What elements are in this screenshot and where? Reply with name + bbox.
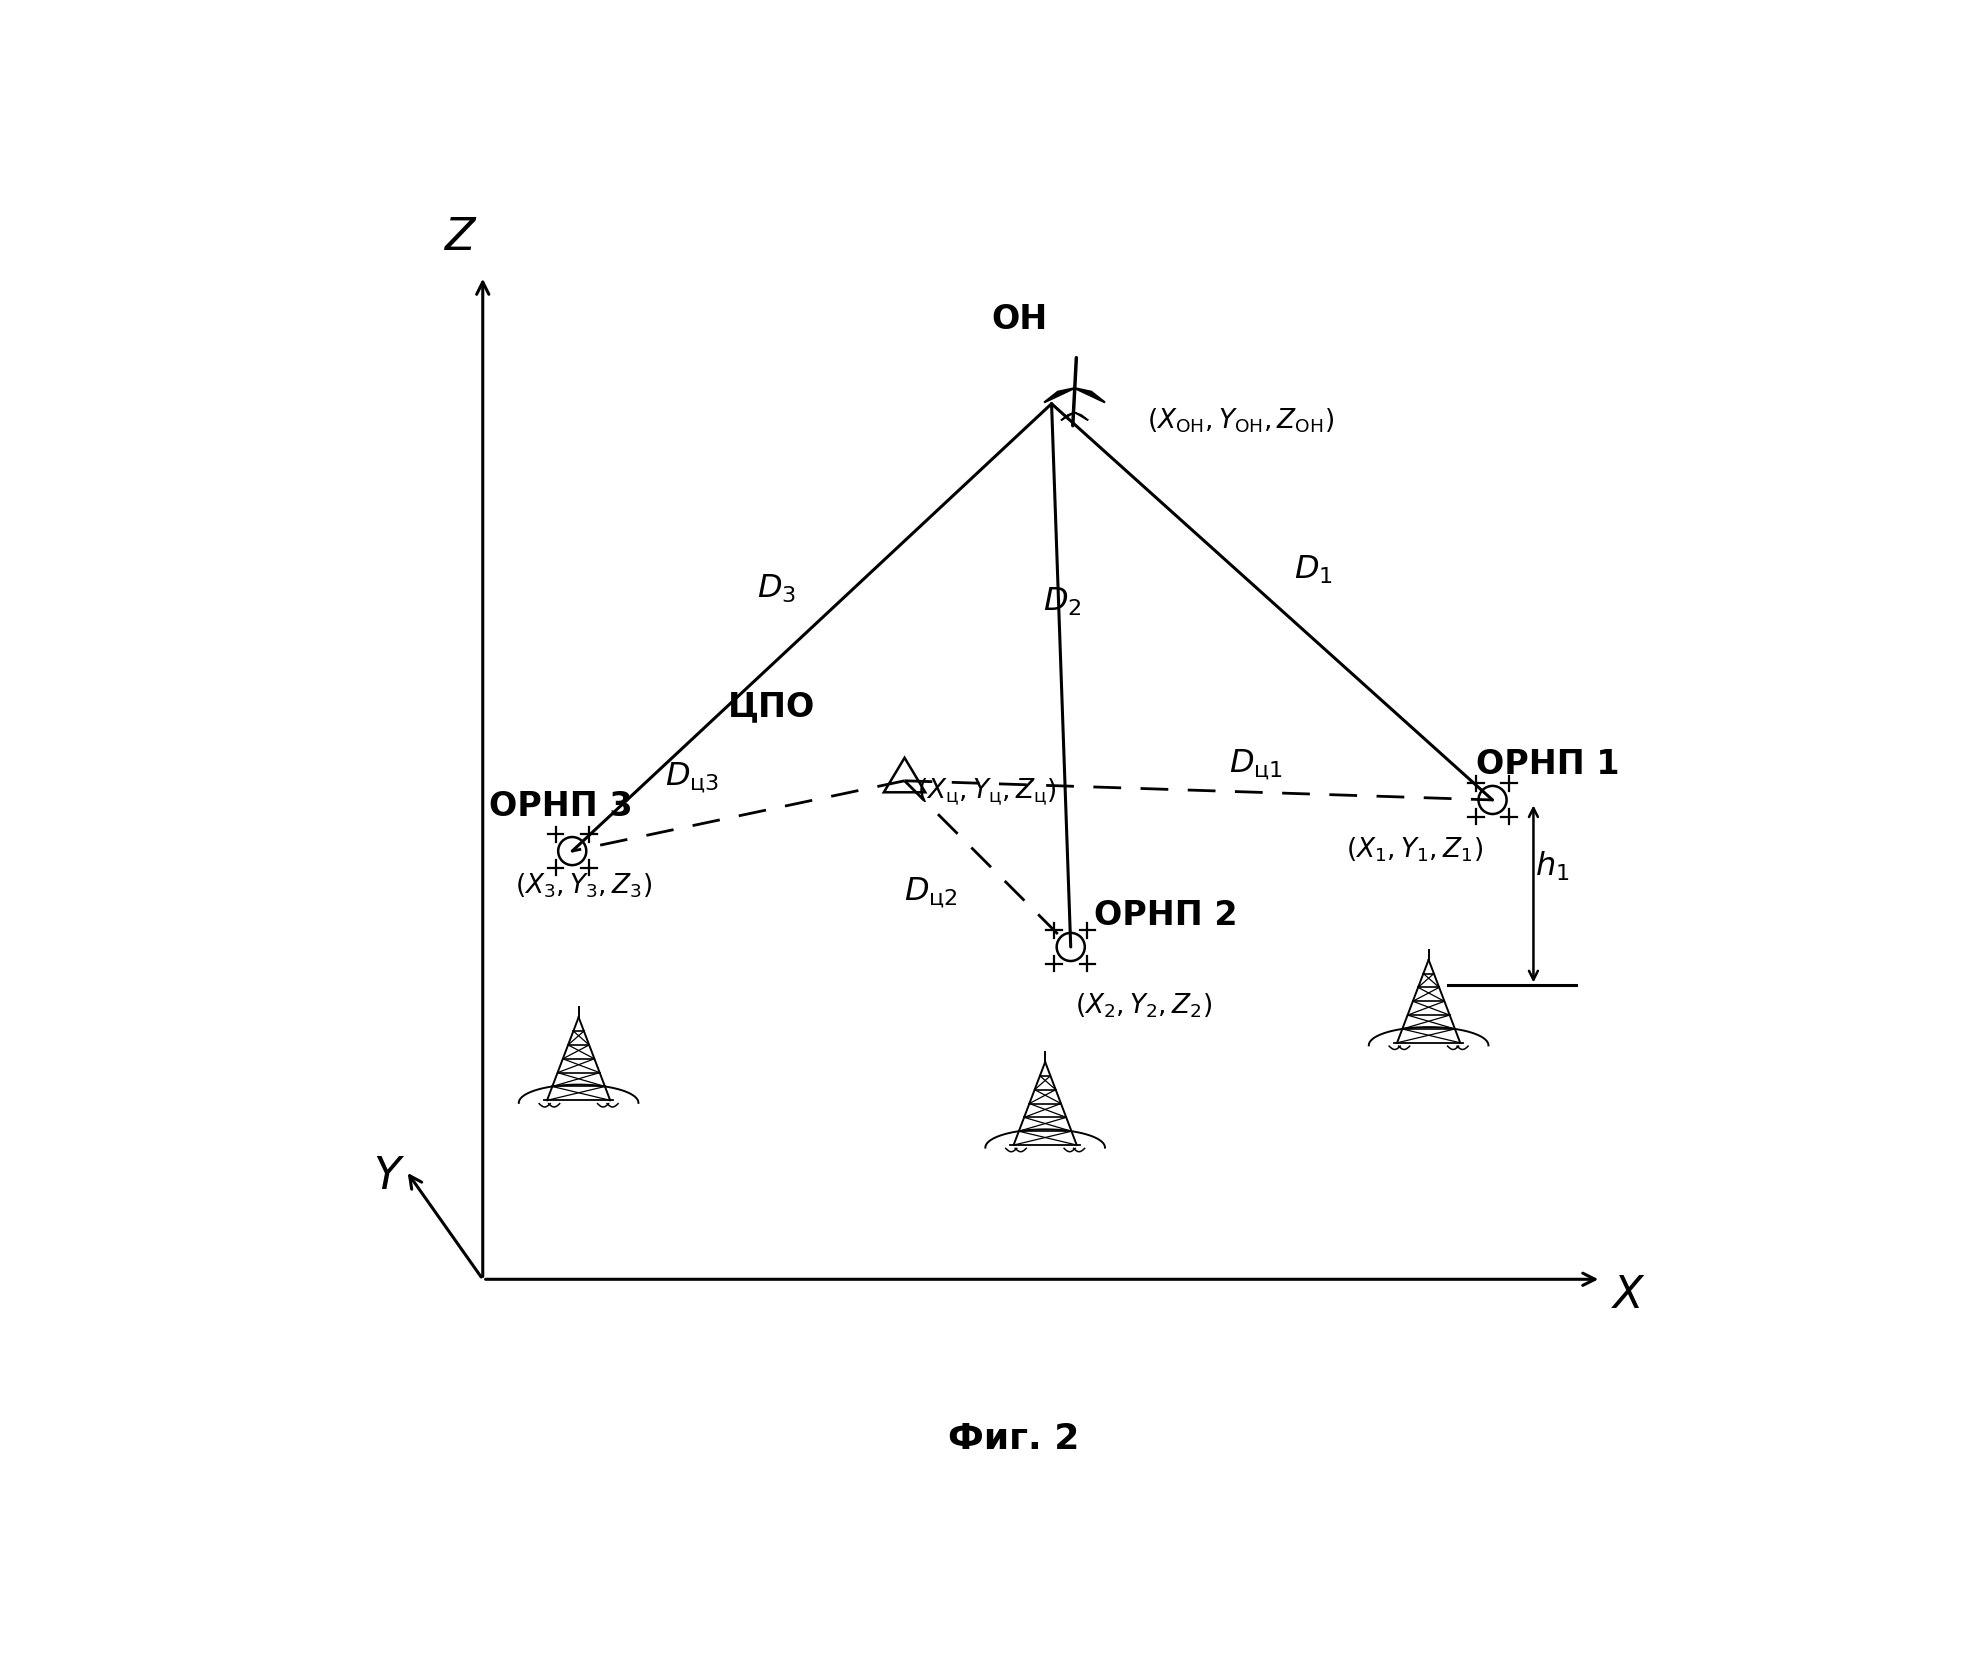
Polygon shape bbox=[1044, 388, 1075, 402]
Text: ОРНП 3: ОРНП 3 bbox=[488, 790, 633, 823]
Text: $D_3$: $D_3$ bbox=[757, 573, 797, 606]
Text: $h_1$: $h_1$ bbox=[1534, 850, 1570, 883]
Text: $X$: $X$ bbox=[1611, 1275, 1647, 1318]
Polygon shape bbox=[1062, 412, 1075, 420]
Text: $Y$: $Y$ bbox=[374, 1155, 405, 1199]
Text: $Z$: $Z$ bbox=[445, 216, 478, 259]
Text: ЦПО: ЦПО bbox=[728, 691, 815, 724]
Polygon shape bbox=[1075, 388, 1105, 402]
Text: $(X_1, Y_1, Z_1)$: $(X_1, Y_1, Z_1)$ bbox=[1346, 835, 1483, 865]
Text: $D_{\rm ц2}$: $D_{\rm ц2}$ bbox=[903, 875, 959, 910]
Text: ОН: ОН bbox=[992, 304, 1048, 335]
Text: $D_2$: $D_2$ bbox=[1042, 586, 1081, 618]
Text: $D_{\rm ц1}$: $D_{\rm ц1}$ bbox=[1230, 747, 1283, 780]
Text: ОРНП 2: ОРНП 2 bbox=[1093, 898, 1238, 931]
Polygon shape bbox=[1075, 412, 1087, 420]
Text: ОРНП 1: ОРНП 1 bbox=[1477, 747, 1619, 780]
Text: $(X_{\rm ц}, Y_{\rm ц}, Z_{\rm ц})$: $(X_{\rm ц}, Y_{\rm ц}, Z_{\rm ц})$ bbox=[917, 777, 1058, 807]
Text: $(X_3, Y_3, Z_3)$: $(X_3, Y_3, Z_3)$ bbox=[514, 872, 652, 900]
Text: Фиг. 2: Фиг. 2 bbox=[947, 1423, 1079, 1456]
Text: $(X_2, Y_2, Z_2)$: $(X_2, Y_2, Z_2)$ bbox=[1075, 991, 1212, 1021]
Text: $(X_{\rm ОН}, Y_{\rm ОН}, Z_{\rm ОН})$: $(X_{\rm ОН}, Y_{\rm ОН}, Z_{\rm ОН})$ bbox=[1147, 407, 1334, 435]
Text: $D_{\rm ц3}$: $D_{\rm ц3}$ bbox=[664, 760, 720, 793]
Text: $D_1$: $D_1$ bbox=[1295, 554, 1332, 586]
